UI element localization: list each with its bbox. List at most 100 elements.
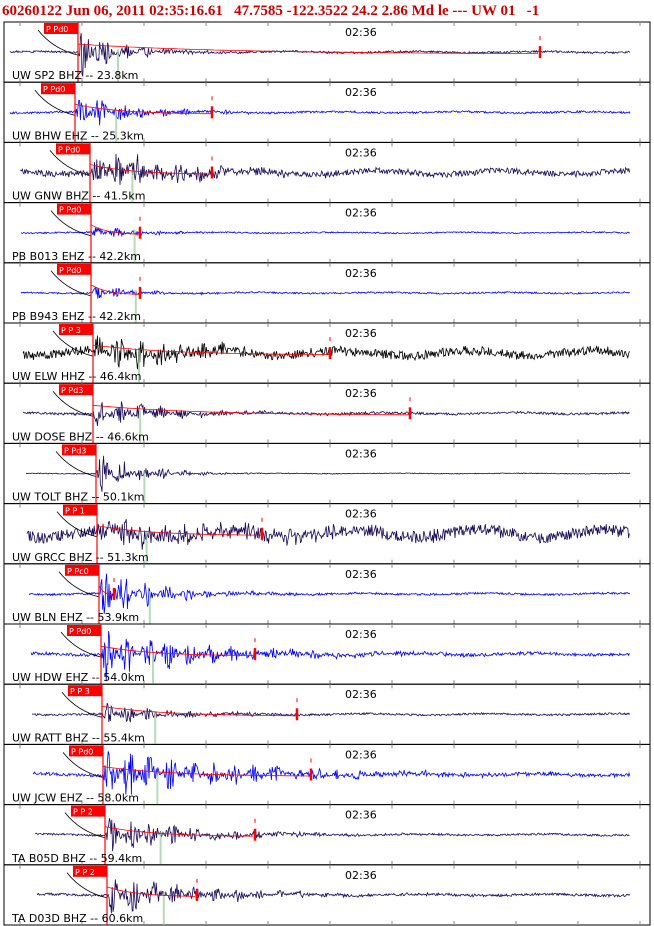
- trace-row: 02:36 P P 2 TA B05D BHZ -- 59.4km: [3, 804, 651, 866]
- station-label: TA B05D BHZ -- 59.4km: [11, 852, 142, 865]
- minute-label: 02:36: [345, 688, 377, 701]
- minute-label: 02:36: [345, 387, 377, 400]
- station-label: TA D03D BHZ -- 60.6km: [11, 912, 143, 925]
- minute-label: 02:36: [345, 628, 377, 641]
- trace-row: 02:36 P P 2 TA D03D BHZ -- 60.6km: [3, 864, 651, 926]
- coda-envelope: [89, 164, 211, 175]
- station-label: UW DOSE BHZ -- 46.6km: [12, 430, 149, 443]
- coda-envelope: [90, 224, 140, 235]
- coda-envelope: [77, 43, 538, 54]
- waveform: [22, 401, 630, 427]
- coda-envelope: [104, 826, 254, 837]
- coda-envelope: [100, 645, 254, 656]
- ttime-curve: [34, 89, 76, 116]
- ttime-curve: [52, 390, 94, 417]
- minute-label: 02:36: [345, 869, 377, 882]
- ttime-curve: [49, 150, 91, 176]
- minute-label: 02:36: [345, 508, 377, 521]
- p-pick-label: P Pd3: [64, 446, 86, 455]
- station-label: PB B013 EHZ -- 42.2km: [12, 250, 141, 263]
- minute-label: 02:36: [345, 26, 377, 39]
- p-pick-flag: [69, 745, 103, 757]
- station-label: UW JCW EHZ -- 58.0km: [12, 792, 139, 805]
- coda-envelope: [92, 344, 329, 356]
- ttime-curve: [50, 270, 92, 297]
- trace-row: 02:36 P P 3 UW RATT BHZ -- 55.4km: [3, 683, 651, 745]
- coda-envelope: [106, 886, 196, 897]
- p-pick-flag: [59, 324, 93, 335]
- waveform: [20, 227, 630, 238]
- ttime-curve: [50, 210, 92, 237]
- coda-envelope: [102, 766, 311, 777]
- minute-label: 02:36: [345, 447, 377, 460]
- p-pick-flag: [59, 384, 93, 396]
- p-pick-label: P Pd0: [69, 627, 91, 636]
- ttime-curve: [37, 29, 79, 56]
- station-label: UW RATT BHZ -- 55.4km: [12, 731, 145, 744]
- waveform: [30, 631, 630, 682]
- ttime-curve: [55, 451, 97, 477]
- ttime-curve: [56, 511, 98, 538]
- waveform: [32, 751, 631, 795]
- p-pick-flag: [73, 865, 107, 877]
- p-pick-flag: [41, 83, 75, 95]
- p-pick-flag: [67, 625, 101, 636]
- station-label: UW GRCC BHZ -- 51.3km: [12, 551, 149, 564]
- station-label: UW SP2 BHZ -- 23.8km: [12, 69, 138, 82]
- p-pick-label: P Pd3: [61, 386, 83, 395]
- p-pick-flag: [62, 444, 96, 456]
- p-pick-label: P Pd0: [58, 145, 80, 154]
- minute-label: 02:36: [345, 207, 377, 220]
- waveform: [28, 573, 631, 614]
- coda-envelope: [96, 525, 262, 536]
- p-pick-label: P P 2: [73, 808, 93, 817]
- waveform: [36, 879, 631, 914]
- coda-envelope: [92, 404, 409, 416]
- waveform: [22, 335, 630, 370]
- p-pick-label: P P 2: [75, 868, 95, 877]
- coda-envelope: [74, 103, 212, 115]
- ttime-curve: [64, 812, 106, 839]
- station-label: UW BLN EHZ -- 53.9km: [12, 611, 139, 624]
- p-pick-label: P Pd0: [46, 25, 68, 34]
- station-label: UW ELW HHZ -- 46.4km: [12, 370, 141, 383]
- waveform: [26, 519, 630, 550]
- station-label: UW BHW EHZ -- 25.3km: [12, 129, 144, 142]
- ttime-curve: [60, 631, 102, 658]
- minute-label: 02:36: [345, 809, 377, 822]
- station-label: PB B943 EHZ -- 42.2km: [12, 310, 141, 323]
- event-header: 60260122 Jun 06, 2011 02:35:16.61 47.758…: [2, 3, 540, 19]
- p-pick-label: P Pd0: [71, 747, 93, 756]
- p-pick-label: P Pd0: [59, 206, 81, 215]
- p-pick-flag: [56, 143, 90, 155]
- p-pick-flag: [57, 263, 91, 275]
- waveform: [34, 818, 630, 852]
- trace-frame: [3, 864, 651, 926]
- trace-row: 02:36 P Pd0 UW BHW EHZ -- 25.3km: [3, 81, 651, 143]
- trace-row: 02:36 P Pd0 PB B943 EHZ -- 42.2km: [3, 262, 651, 324]
- trace-row: 02:36 P Pc0 UW BLN EHZ -- 53.9km: [3, 563, 651, 625]
- minute-label: 02:36: [345, 748, 377, 761]
- coda-envelope: [101, 705, 295, 717]
- p-pick-flag: [57, 203, 91, 215]
- minute-label: 02:36: [345, 267, 377, 280]
- waveform: [19, 153, 630, 185]
- waveform: [9, 99, 631, 126]
- ttime-curve: [66, 872, 108, 899]
- minute-label: 02:36: [345, 86, 377, 99]
- waveform: [9, 33, 631, 78]
- p-pick-label: P Pd0: [43, 85, 65, 94]
- trace-row: 02:36 P Pd3 UW DOSE BHZ -- 46.6km: [3, 382, 651, 444]
- waveform: [20, 286, 630, 299]
- trace-row: 02:36 P Pd3 UW TOLT BHZ -- 50.1km: [3, 442, 651, 505]
- p-pick-label: P P 3: [61, 326, 81, 335]
- trace-row: 02:36 P Pd0 UW SP2 BHZ -- 23.8km: [3, 21, 651, 83]
- p-pick-flag: [71, 805, 105, 817]
- ttime-curve: [62, 752, 104, 778]
- ttime-curve: [61, 691, 103, 718]
- minute-label: 02:36: [345, 146, 377, 159]
- p-pick-flag: [44, 23, 78, 34]
- trace-row: 02:36 P Pd0 UW HDW EHZ -- 54.0km: [3, 623, 651, 685]
- trace-row: 02:36 P P 1 UW GRCC BHZ -- 51.3km: [3, 503, 651, 565]
